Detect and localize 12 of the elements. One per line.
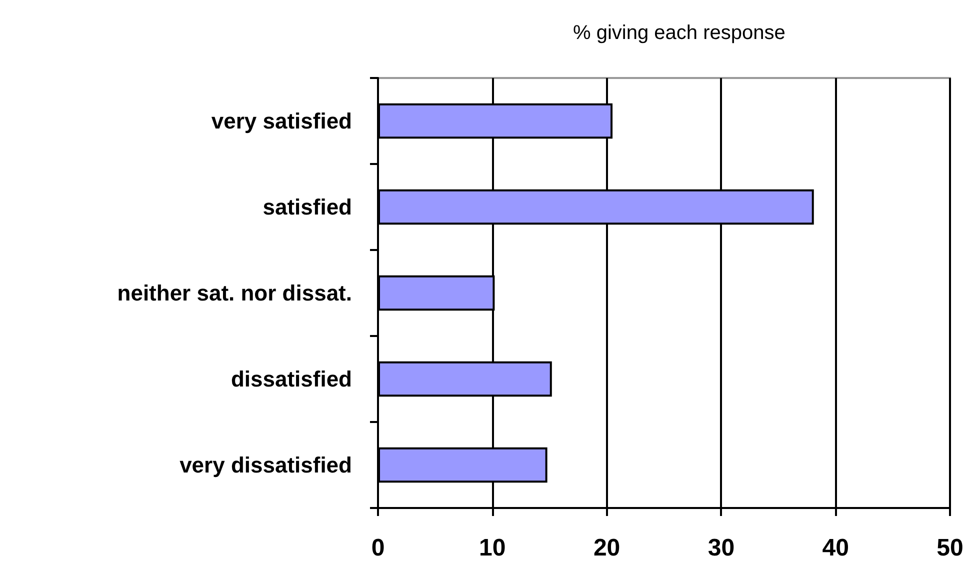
y-tick-label: dissatisfied [230,366,352,392]
y-tick-label: very dissatisfied [180,452,352,478]
y-tick-label: satisfied [262,194,352,220]
x-tick-label: 50 [936,534,964,562]
chart-title: % giving each response [573,22,786,44]
y-tick-label: neither sat. nor dissat. [117,280,352,306]
x-tick-label: 20 [593,534,620,562]
x-tick-label: 30 [708,534,735,562]
y-tick-label: very satisfied [211,108,352,134]
x-tick-label: 10 [479,534,506,562]
x-tick-label: 0 [371,534,385,562]
x-tick-label: 40 [822,534,849,562]
